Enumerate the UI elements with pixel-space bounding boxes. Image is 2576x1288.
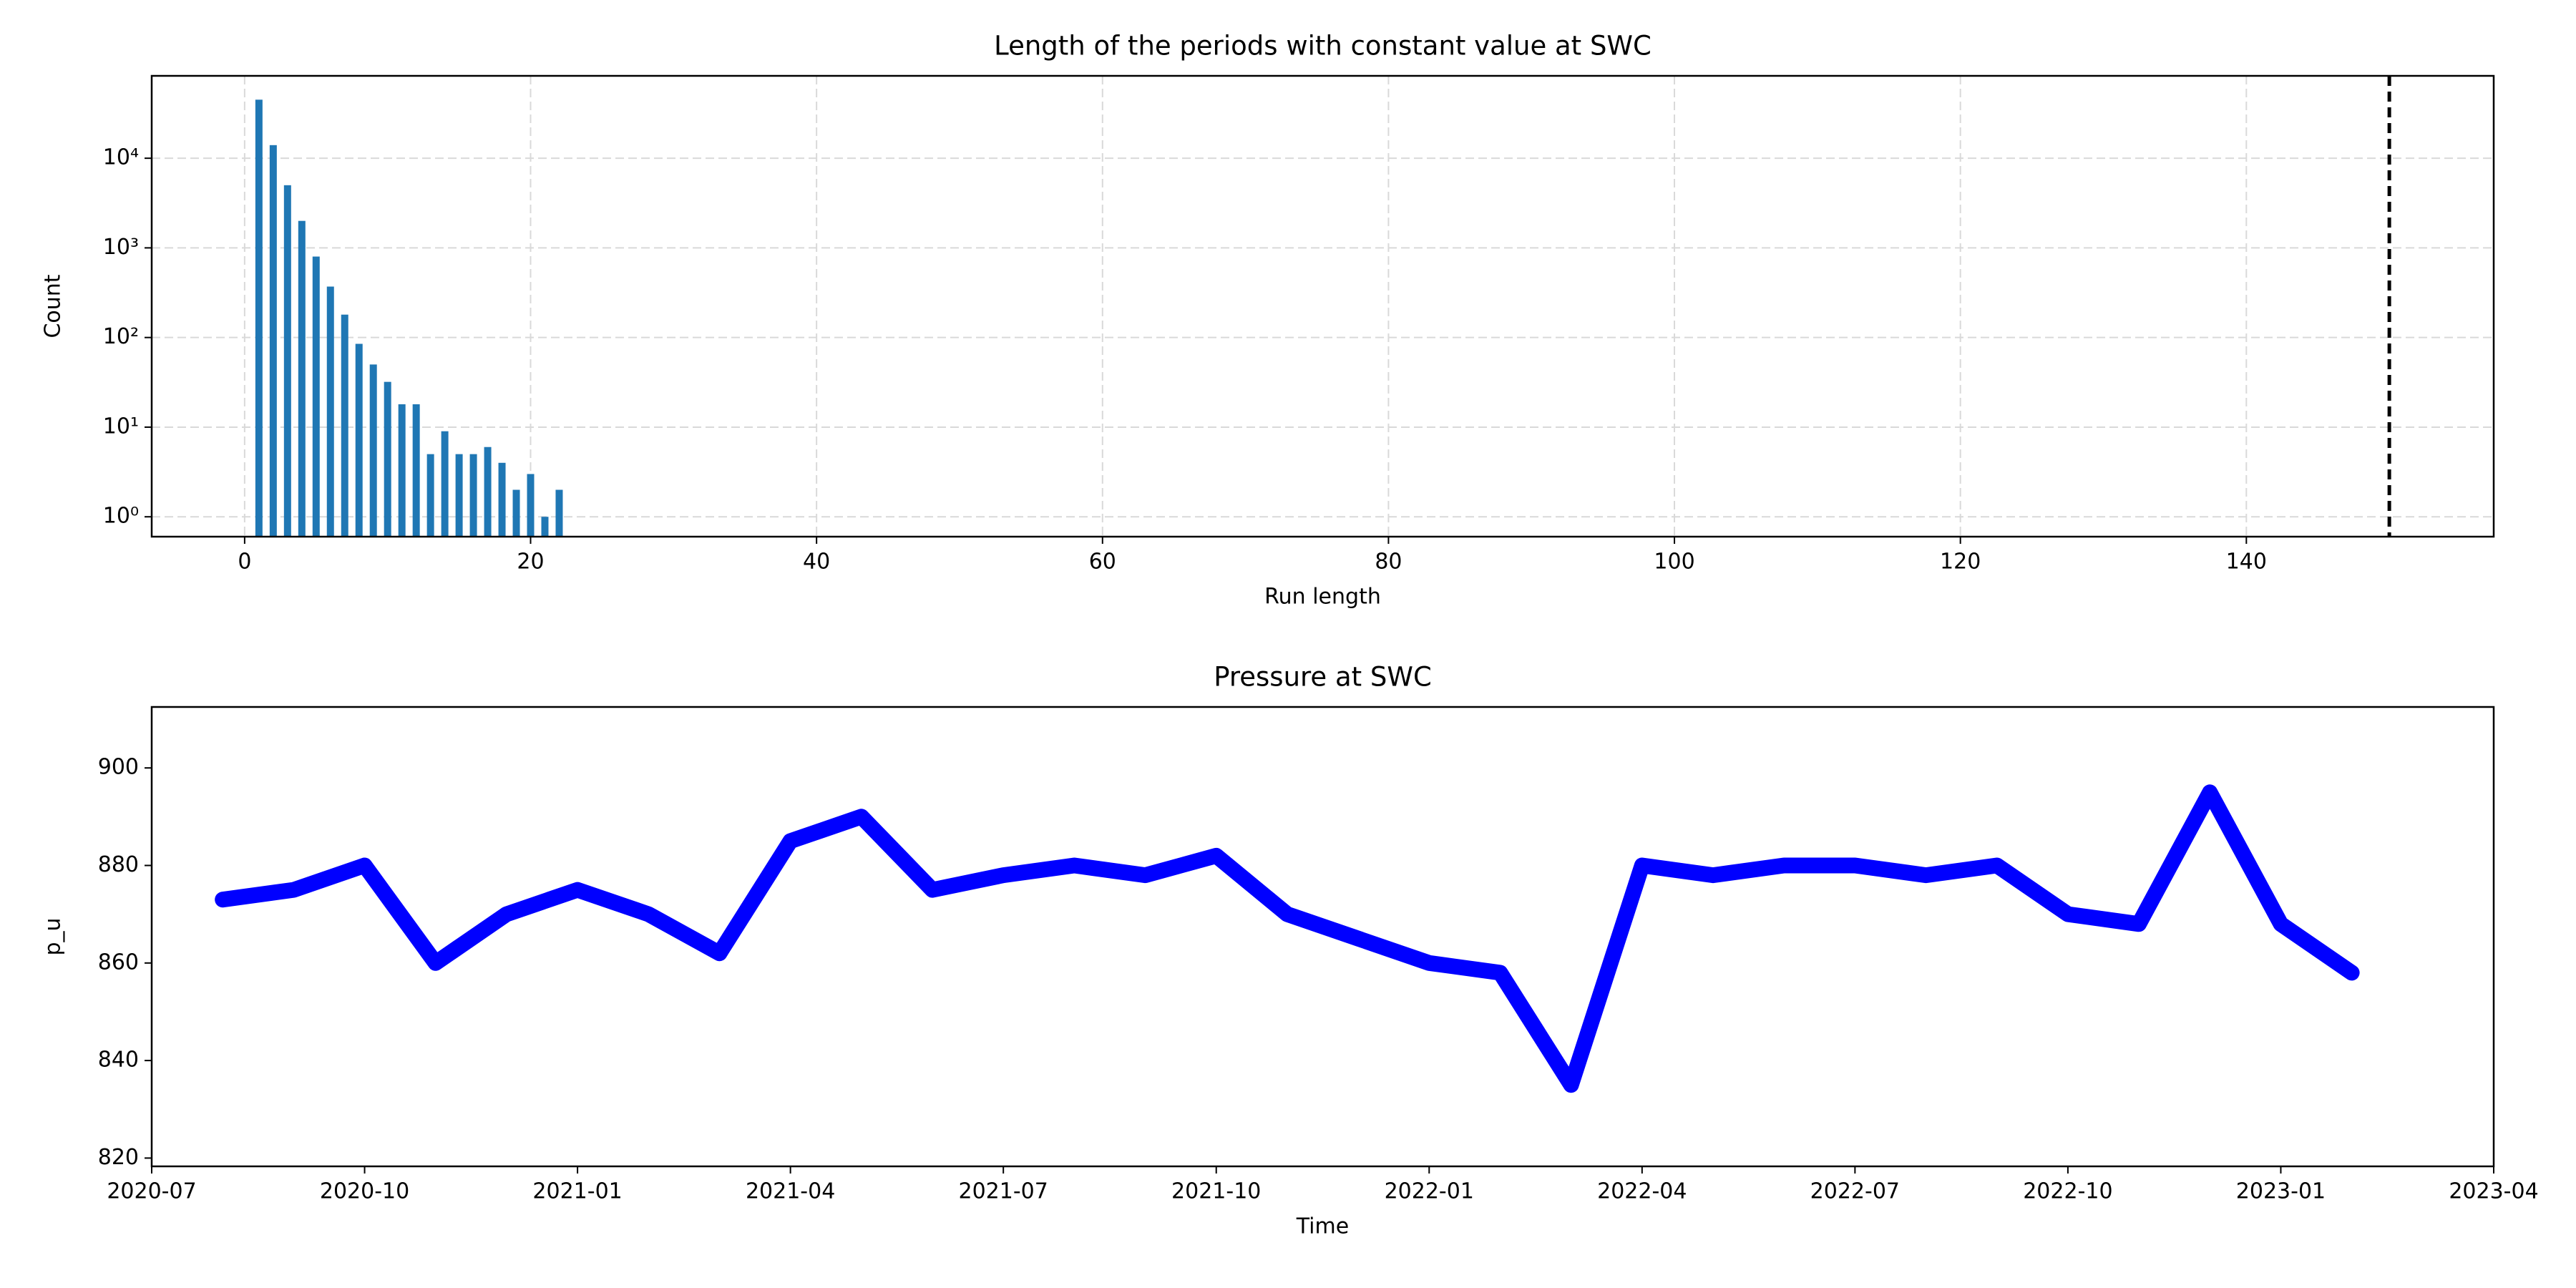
x-tick-label: 40: [803, 550, 830, 575]
y-tick-label: 10⁴: [103, 145, 139, 170]
y-tick-label: 880: [98, 852, 139, 877]
bar: [355, 343, 363, 537]
axes-frame: [150, 706, 2495, 1168]
bar: [484, 447, 492, 537]
y-tick-label: 10³: [103, 235, 139, 260]
y-tick-label: 860: [98, 950, 139, 975]
bar: [441, 431, 449, 537]
bar: [469, 454, 477, 537]
chart-title: Pressure at SWC: [1214, 662, 1432, 693]
y-tick-label: 820: [98, 1145, 139, 1170]
bar: [426, 454, 434, 537]
x-axis-label: Run length: [1264, 585, 1381, 610]
bar: [527, 474, 535, 537]
x-tick-label: 2021-04: [746, 1179, 835, 1204]
bar: [326, 286, 334, 537]
x-tick-label: 2023-01: [2236, 1179, 2326, 1204]
y-tick-label: 10²: [103, 324, 139, 349]
x-tick-label: 100: [1654, 550, 1694, 575]
x-tick-label: 2022-04: [1597, 1179, 1687, 1204]
x-tick-label: 2021-07: [959, 1179, 1048, 1204]
bar: [283, 185, 291, 537]
bar: [398, 404, 406, 537]
y-axis-label: Count: [41, 274, 66, 338]
bar: [369, 364, 377, 537]
x-tick-label: 2021-01: [532, 1179, 622, 1204]
bar: [555, 489, 563, 537]
axes-frame: [150, 74, 2495, 538]
x-tick-label: 80: [1375, 550, 1402, 575]
y-tick-label: 10⁰: [103, 504, 139, 529]
y-tick-label: 840: [98, 1048, 139, 1073]
x-tick-label: 2023-04: [2449, 1179, 2538, 1204]
y-axis-label: p_u: [41, 917, 66, 955]
bar: [255, 99, 263, 537]
bar: [541, 517, 549, 537]
bar: [269, 145, 277, 537]
x-tick-label: 2022-10: [2023, 1179, 2112, 1204]
x-tick-label: 0: [238, 550, 251, 575]
bar: [312, 256, 320, 537]
y-tick-label: 900: [98, 755, 139, 780]
x-tick-label: 120: [1940, 550, 1981, 575]
x-tick-label: 2021-10: [1171, 1179, 1261, 1204]
x-tick-label: 2022-01: [1385, 1179, 1474, 1204]
x-tick-label: 140: [2226, 550, 2267, 575]
x-tick-label: 2020-10: [320, 1179, 409, 1204]
bar: [455, 454, 463, 537]
bar: [341, 314, 348, 537]
x-tick-label: 60: [1089, 550, 1116, 575]
chart-title: Length of the periods with constant valu…: [994, 31, 1652, 62]
x-tick-label: 2022-07: [1810, 1179, 1900, 1204]
line: [215, 784, 2360, 1093]
x-tick-label: 2020-07: [107, 1179, 196, 1204]
x-axis-label: Time: [1296, 1214, 1349, 1239]
y-tick-label: 10¹: [103, 414, 139, 439]
x-tick-label: 20: [517, 550, 544, 575]
bar: [498, 462, 506, 537]
bar: [298, 220, 306, 537]
bar: [384, 381, 391, 537]
bar: [412, 404, 420, 537]
bar: [512, 489, 520, 537]
